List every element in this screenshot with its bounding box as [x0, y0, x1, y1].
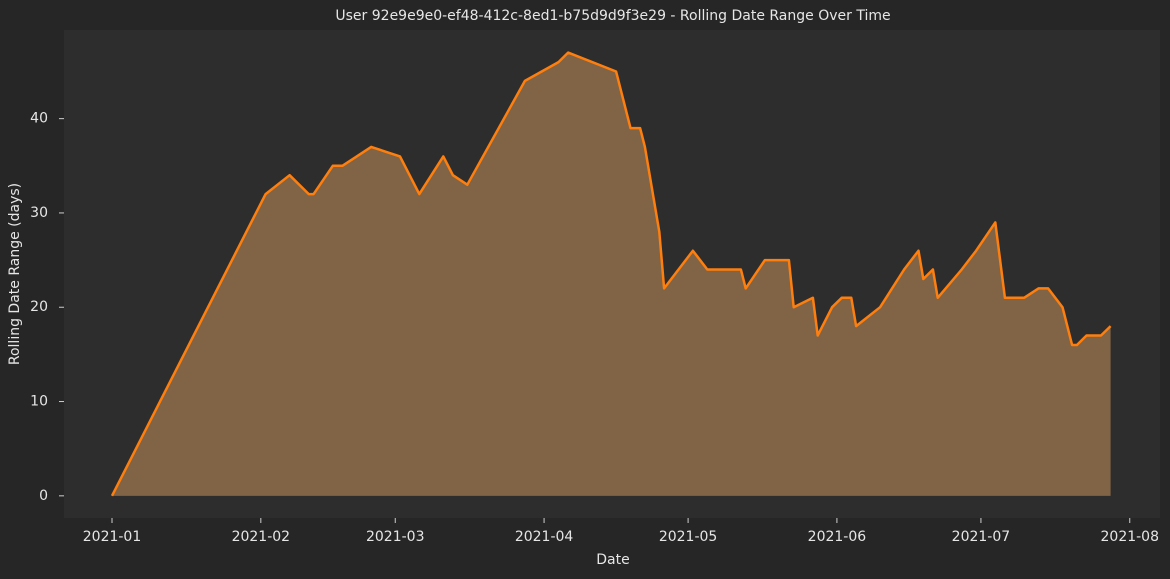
- x-tick-label: 2021-05: [659, 529, 718, 545]
- x-tick-label: 2021-07: [952, 529, 1011, 545]
- area-fill: [112, 52, 1111, 496]
- y-tick-label: 40: [30, 111, 48, 127]
- y-tick-label: 30: [30, 205, 48, 221]
- x-tick-label: 2021-06: [808, 529, 867, 545]
- line: [110, 51, 1112, 497]
- x-tick-label: 2021-04: [515, 529, 574, 545]
- x-tick-label: 2021-03: [366, 529, 425, 545]
- x-axis-label: Date: [596, 552, 629, 568]
- x-tick-label: 2021-02: [232, 529, 291, 545]
- y-axis-label: Rolling Date Range (days): [7, 183, 23, 365]
- x-tick-label: 2021-01: [83, 529, 142, 545]
- y-tick-label: 10: [30, 394, 48, 410]
- x-tick-label: 2021-08: [1101, 529, 1160, 545]
- y-tick-label: 20: [30, 299, 48, 315]
- y-tick-label: 0: [39, 488, 48, 504]
- chart-title: User 92e9e9e0-ef48-412c-8ed1-b75d9d9f3e2…: [335, 8, 890, 24]
